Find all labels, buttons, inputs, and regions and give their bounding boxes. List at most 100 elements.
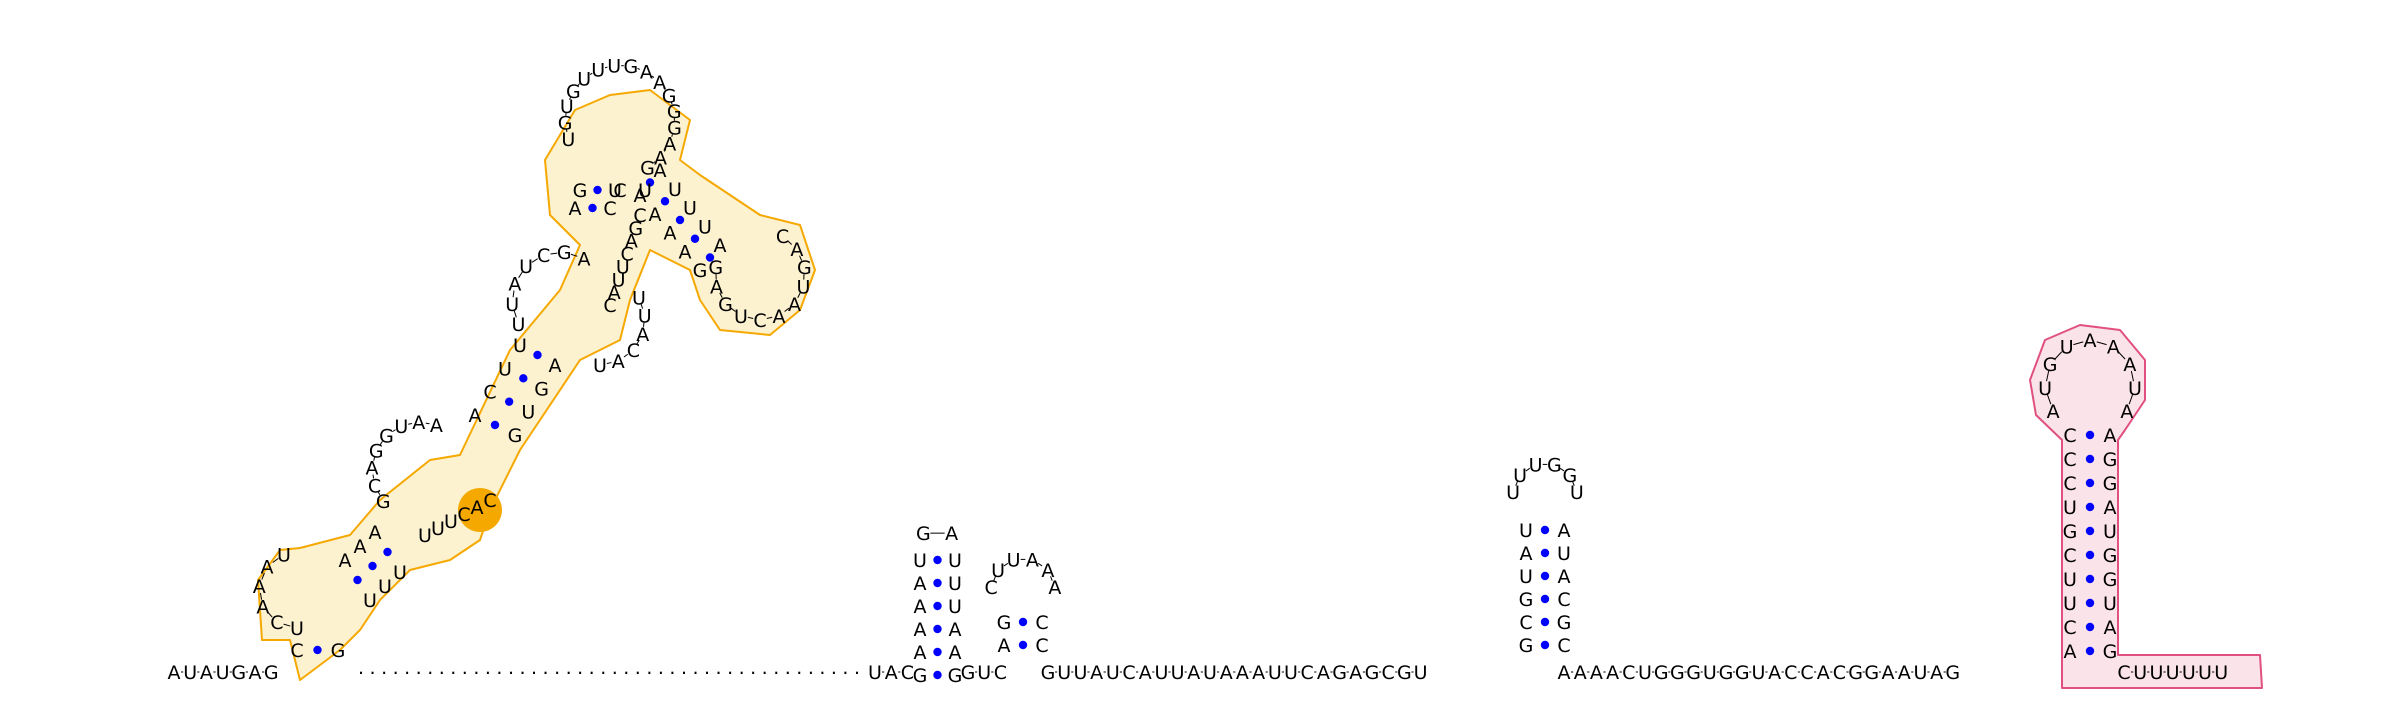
hairpin-b-loop-backbone (1003, 562, 1009, 567)
domain-1-interior-5p-b-backbone (518, 271, 523, 278)
domain-1-branch-3p-link-nt: U (616, 256, 630, 278)
terminal-stem-3p-nt: G (2103, 473, 2118, 495)
domain-1-stem-b-pair-dot (533, 350, 542, 360)
domain-1-stem-b-pair-dot (490, 420, 500, 430)
domain-1-inner-loop-backbone (272, 558, 279, 563)
hairpin-c-loop-backbone (1572, 481, 1575, 486)
long-linker-nt: G (1654, 662, 1669, 684)
hairpin-c-stem-pair-dot (1540, 617, 1550, 627)
hairpin-c-loop-nt: U (1513, 465, 1527, 487)
domain-1-branch-3p-link-nt: U (612, 269, 626, 291)
domain-1-stem-c-partner-nt: U (608, 180, 622, 202)
domain-1-apical-loop-backbone (569, 97, 572, 100)
domain-1-interior-3p-b-nt: U (632, 288, 646, 310)
terminal-stem-3p-nt: G (2103, 569, 2118, 591)
domain-1-branch-stem-partner-nt: A (664, 223, 677, 245)
hairpin-c-loop-nt: U (1506, 482, 1520, 504)
central-linker-nt: G (1332, 662, 1347, 684)
hairpin-a-stem-pair-dot (933, 555, 942, 565)
domain-1-apical-loop-backbone (663, 87, 666, 90)
domain-1-branch-loop-nt: A (710, 277, 723, 299)
domain-1-interior-5p-b-nt: U (505, 294, 519, 316)
domain-1-interior-3p-nt: U (431, 518, 445, 540)
domain-1-branch-stem-nt: A (714, 235, 727, 257)
hairpin-a-stem-5p-nt: A (914, 619, 927, 641)
domain-1-stem-a-partner-nt: U (393, 562, 407, 584)
central-linker-nt: G (1041, 662, 1056, 684)
domain-1-interior-5p-b-nt: A (578, 248, 591, 270)
domain-1-inner-loop-backbone (283, 623, 291, 627)
domain-1-apical-loop-backbone (671, 134, 673, 137)
domain-1-interior-3p-nt: U (444, 511, 458, 533)
domain-1-branch-loop-nt: G (718, 294, 733, 316)
three-prime-tail-nt: U (2166, 662, 2180, 684)
hairpin-a-stem-5p-nt: G (913, 665, 928, 687)
long-linker-nt: C (1800, 662, 1813, 684)
terminal-stem-pair-dot (2085, 550, 2095, 560)
domain-1-apical-loop-nt: U (607, 55, 621, 77)
long-linker-nt: U (1913, 662, 1927, 684)
domain-1-apical-loop-nt: G (640, 158, 655, 180)
hairpin-c-stem-3p-nt: U (1557, 543, 1571, 565)
central-linker-nt: U (1106, 662, 1120, 684)
domain-1-stem-b-partner-nt: A (549, 355, 562, 377)
domain-1-apical-loop-nt: U (591, 59, 605, 81)
between-hairpins-2-nt: G (961, 662, 976, 684)
domain-1-closing-nt: C (290, 640, 303, 662)
hairpin-a-stem-3p-nt: A (949, 642, 962, 664)
domain-1-accent-mark (458, 488, 502, 532)
domain-1-interior-5p-b-backbone (531, 258, 538, 263)
domain-1-stem-a-pair-dot (383, 547, 392, 557)
domain-1-branch-loop-backbone (730, 307, 736, 312)
terminal-loop-backbone (2117, 351, 2126, 360)
five-prime-leader-nt: G (264, 662, 279, 684)
domain-1-stem-c-nt: A (569, 198, 582, 220)
terminal-loop-backbone (2054, 351, 2063, 360)
hairpin-c-stem-5p-nt: U (1519, 520, 1533, 542)
central-linker-nt: U (1073, 662, 1087, 684)
domain-1-stem-b-pair-dot (504, 397, 514, 406)
central-linker-nt: A (1090, 662, 1103, 684)
domain-1-stem-a-nt: A (354, 536, 367, 558)
domain-1-inner-loop-nt: U (290, 618, 304, 640)
domain-1-branch-stem-nt: A (654, 160, 667, 182)
terminal-stem-3p-nt: G (2103, 449, 2118, 471)
hairpin-a-stem-3p-nt: G (948, 665, 963, 687)
domain-1-stem-a-nt: A (339, 550, 352, 572)
terminal-stem-5p-nt: U (2063, 593, 2077, 615)
hairpin-c-stem-5p-nt: C (1519, 612, 1532, 634)
between-hairpins-1-nt: A (885, 662, 898, 684)
domain-1-interior-5p-nt: A (412, 412, 425, 434)
hairpin-c-stem-3p-nt: A (1558, 566, 1571, 588)
hairpin-b-loop-nt: U (991, 560, 1005, 582)
domain-1-apical-loop-nt: G (667, 118, 682, 140)
long-linker-nt: A (1898, 662, 1911, 684)
domain-1-interior-3p-b-backbone (623, 353, 629, 358)
long-linker-nt: A (1558, 662, 1571, 684)
hairpin-b-loop-backbone (1037, 562, 1043, 567)
terminal-stem-pair-dot (2085, 478, 2095, 488)
terminal-hairpin-highlight (2029, 324, 2263, 689)
terminal-loop-nt: U (2128, 378, 2142, 400)
backbone-layer (181, 65, 2215, 673)
long-linker-nt: A (1882, 662, 1895, 684)
five-prime-leader-nt: A (168, 662, 181, 684)
hairpin-b-stem-pair-dot (1018, 617, 1028, 627)
domain-1-interior-3p-b-nt: U (638, 305, 652, 327)
terminal-stem-pair-dot (2085, 646, 2095, 656)
hairpin-c-loop-backbone (1559, 467, 1565, 472)
terminal-stem-3p-nt: U (2103, 593, 2117, 615)
domain-1-interior-3p-nt: C (483, 490, 496, 512)
hairpin-a-stem-pair-dot (933, 601, 942, 611)
terminal-stem-5p-nt: U (2063, 569, 2077, 591)
domain-1-interior-3p-nt: A (471, 497, 484, 519)
domain-1-apical-loop-nt: G (566, 81, 581, 103)
hairpin-a-stem-3p-nt: A (949, 619, 962, 641)
hairpin-c-stem-pair-dot (1540, 571, 1550, 581)
domain-1-stem-b-nt: U (498, 358, 512, 380)
domain-1-apical-loop-backbone (652, 161, 656, 164)
terminal-stem-5p-nt: U (2063, 497, 2077, 519)
domain-1-branch-loop-nt: G (708, 257, 723, 279)
hairpin-c-loop-nt: G (1563, 465, 1578, 487)
domain-1-branch-loop-nt: C (776, 226, 789, 248)
